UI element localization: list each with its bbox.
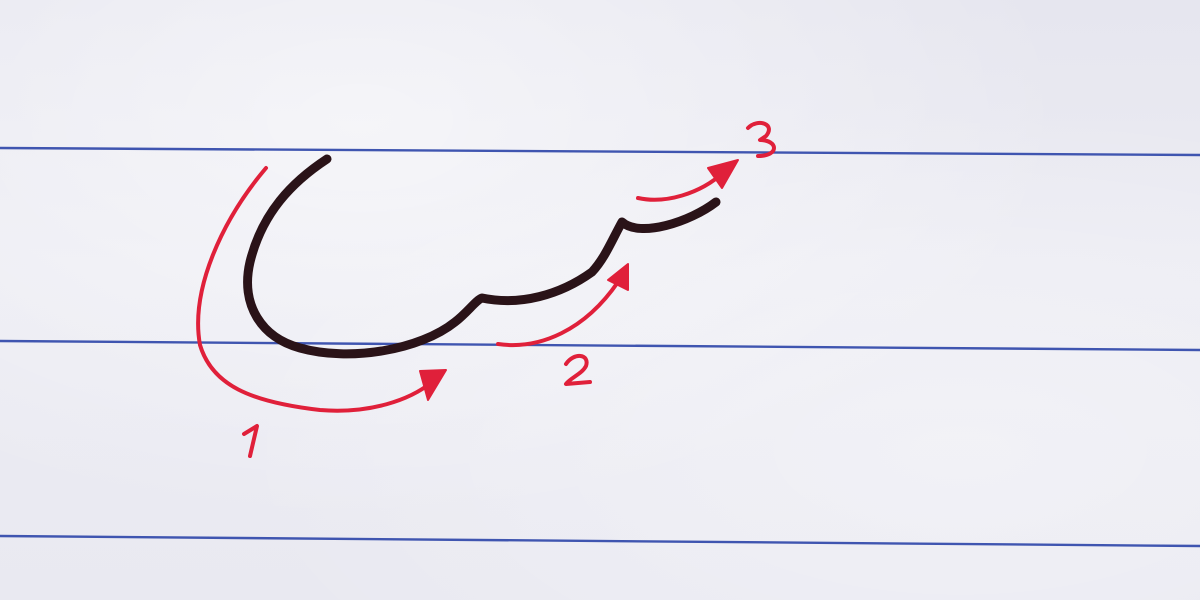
guide-arrowhead-1 bbox=[419, 369, 447, 401]
guide-arrowhead-3 bbox=[707, 159, 739, 189]
ruled-line-bottom bbox=[0, 534, 1200, 548]
stroke-guides bbox=[196, 120, 776, 458]
letter-stroke bbox=[243, 154, 721, 359]
guide-arrow-2 bbox=[496, 280, 620, 347]
ruled-line-middle bbox=[0, 339, 1200, 352]
step-number-3 bbox=[746, 120, 776, 158]
step-number-2 bbox=[564, 354, 592, 386]
ruled-lines bbox=[0, 146, 1200, 548]
guide-arrow-3 bbox=[636, 170, 726, 202]
guide-arrowhead-2 bbox=[607, 263, 629, 291]
guide-arrow-1 bbox=[196, 166, 434, 413]
ruled-line-top bbox=[0, 146, 1200, 157]
step-number-1 bbox=[242, 424, 259, 458]
